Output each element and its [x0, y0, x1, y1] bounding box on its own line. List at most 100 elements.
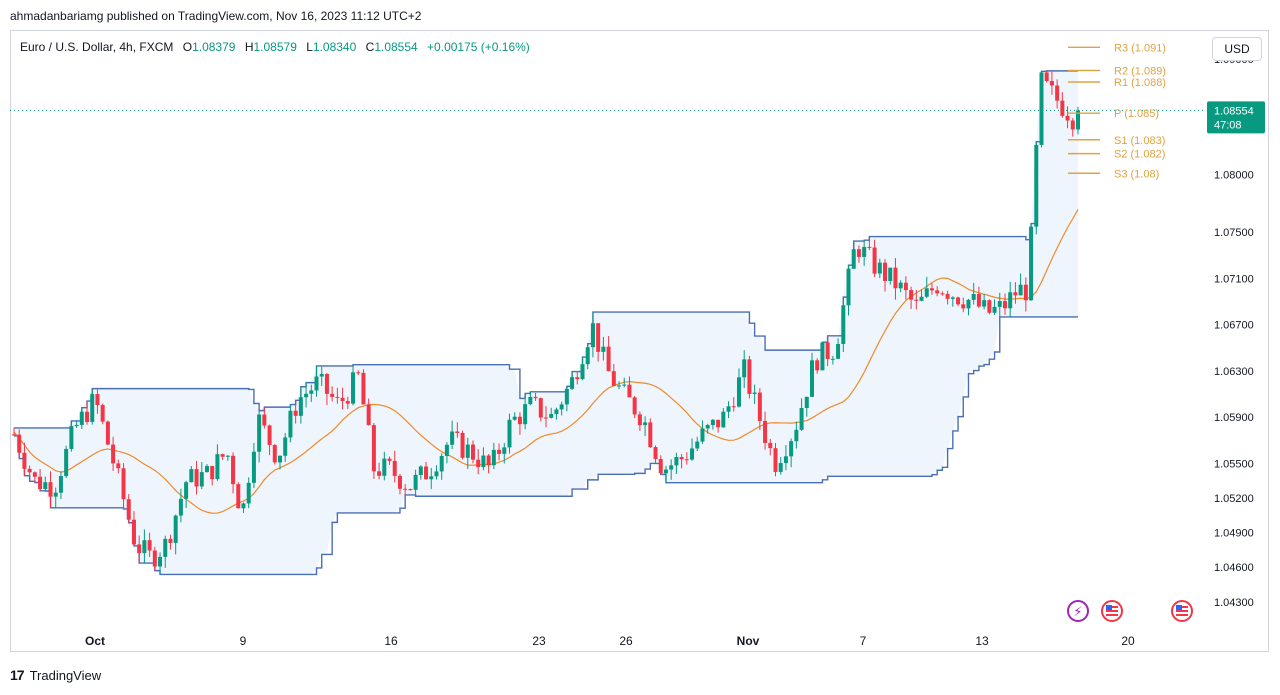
open-label: O — [182, 40, 193, 54]
candle-body — [512, 416, 517, 420]
low-label: L — [306, 40, 313, 54]
candle-body — [142, 540, 147, 554]
candle-body — [397, 475, 402, 489]
candle-body — [225, 455, 230, 457]
candle-body — [997, 301, 1002, 307]
candle-body — [314, 376, 319, 391]
candle-body — [79, 411, 84, 425]
candle-body — [163, 538, 168, 557]
candle-body — [564, 388, 569, 405]
candle-body — [1044, 72, 1049, 82]
x-tick-label: 26 — [619, 634, 633, 648]
candle-body — [919, 296, 924, 301]
candle-body — [465, 444, 470, 458]
price-tag-price: 1.08554 — [1214, 105, 1254, 117]
candle-body — [773, 448, 778, 472]
candle-body — [90, 394, 95, 422]
candle-body — [533, 396, 538, 399]
candle-body — [12, 434, 16, 436]
candle-body — [710, 419, 715, 426]
candle-body — [278, 455, 282, 463]
lightning-event-icon[interactable] — [1067, 600, 1089, 622]
candle-body — [820, 342, 825, 371]
brand-name: TradingView — [29, 667, 102, 683]
candle-body — [544, 417, 548, 419]
candle-body — [1055, 85, 1060, 101]
candle-body — [293, 410, 298, 416]
candle-body — [424, 466, 429, 480]
candle-body — [783, 456, 788, 464]
candle-body — [481, 455, 486, 468]
tradingview-logo-icon: 17 — [10, 667, 25, 683]
footer-brand[interactable]: 17 TradingView — [10, 667, 101, 683]
candle-body — [215, 454, 220, 480]
candle-body — [116, 463, 121, 469]
candle-body — [330, 393, 335, 397]
candle-body — [48, 482, 53, 497]
candle-body — [470, 444, 475, 460]
candle-body — [726, 406, 731, 412]
y-tick-label: 1.07500 — [1214, 227, 1254, 239]
candle-body — [288, 410, 293, 438]
candle-body — [935, 290, 940, 294]
candle-body — [622, 384, 627, 386]
candle-body — [111, 444, 116, 464]
y-tick-label: 1.08000 — [1214, 169, 1254, 181]
candle-body — [611, 371, 616, 386]
x-tick-label: 9 — [240, 634, 247, 648]
y-tick-label: 1.07100 — [1214, 273, 1254, 285]
candle-body — [747, 359, 752, 394]
candle-body — [1008, 292, 1013, 309]
candle-body — [867, 246, 872, 248]
candle-body — [168, 538, 173, 543]
candle-body — [382, 458, 387, 476]
candle-body — [1034, 144, 1039, 227]
candle-body — [199, 472, 204, 487]
candle-body — [236, 484, 241, 509]
x-tick-label: 7 — [860, 634, 867, 648]
candle-body — [173, 515, 178, 543]
pivot-label: S2 (1.082) — [1114, 149, 1165, 161]
candle-body — [815, 360, 820, 371]
candle-body — [559, 404, 564, 410]
symbol-name[interactable]: Euro / U.S. Dollar, 4h, FXCM — [20, 40, 174, 54]
candle-body — [262, 414, 267, 426]
candle-body — [58, 476, 63, 493]
candle-body — [319, 373, 324, 377]
candle-body — [74, 424, 79, 427]
candle-body — [658, 459, 663, 474]
candle-body — [606, 346, 611, 372]
price-tag-countdown: 47:08 — [1214, 119, 1242, 131]
y-tick-label: 1.05900 — [1214, 412, 1254, 424]
candle-body — [392, 460, 397, 476]
candle-body — [971, 293, 976, 300]
candle-body — [152, 550, 157, 567]
currency-button[interactable]: USD — [1212, 37, 1262, 61]
candle-body — [528, 396, 533, 405]
candle-body — [1029, 226, 1034, 301]
candle-body — [648, 422, 653, 448]
candle-body — [799, 408, 804, 430]
candle-body — [455, 431, 460, 433]
candle-body — [585, 347, 590, 365]
candle-body — [194, 469, 199, 487]
candle-body — [846, 268, 851, 306]
x-tick-label: 23 — [532, 634, 546, 648]
flag-canton — [1106, 605, 1112, 610]
candle-body — [408, 489, 413, 491]
candle-body — [377, 471, 382, 476]
lightning-glyph-icon: ⚡ — [1073, 605, 1082, 620]
candle-body — [757, 392, 762, 421]
candle-body — [674, 457, 679, 466]
candle-body — [580, 364, 585, 380]
candle-body — [789, 441, 794, 457]
candle-body — [690, 448, 695, 460]
candle-body — [888, 267, 893, 282]
published-info: ahmadanbariamg published on TradingView.… — [10, 9, 422, 23]
candle-body — [1065, 115, 1070, 121]
candle-body — [283, 437, 288, 456]
candle-body — [241, 503, 246, 509]
candle-body — [324, 373, 329, 394]
candle-body — [523, 404, 528, 425]
